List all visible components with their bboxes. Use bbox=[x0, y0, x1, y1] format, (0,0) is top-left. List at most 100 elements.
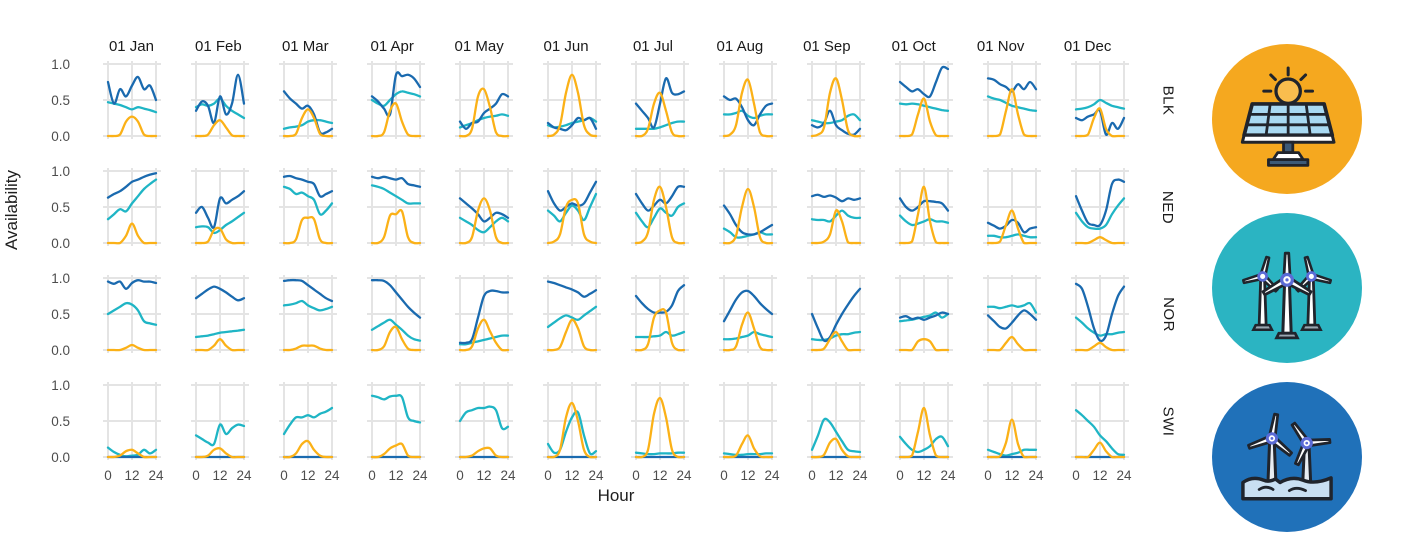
facet-panel bbox=[630, 60, 690, 140]
series-solar bbox=[282, 108, 334, 138]
series-solar bbox=[1074, 107, 1126, 138]
facet-panel bbox=[366, 274, 426, 354]
series-solar bbox=[634, 91, 686, 138]
facet-row-label-text: BLK bbox=[1159, 85, 1177, 115]
facet-column-header: 01 Aug bbox=[716, 38, 764, 55]
series-wind_onshore bbox=[722, 227, 774, 239]
series-solar bbox=[194, 447, 246, 459]
series-wind_onshore bbox=[282, 299, 334, 312]
series-solar bbox=[722, 78, 774, 138]
series-wind_onshore bbox=[722, 330, 774, 341]
x-tick-label: 0 bbox=[808, 468, 816, 483]
series-wind_onshore bbox=[106, 301, 158, 326]
facet-column-header: 01 Jul bbox=[632, 38, 673, 55]
facet-panel bbox=[542, 60, 602, 140]
x-tick-group: 0 12 24 bbox=[454, 466, 515, 484]
series-wind_onshore bbox=[898, 311, 950, 323]
facet-panel bbox=[366, 60, 426, 140]
series-solar bbox=[986, 88, 1038, 138]
series-solar bbox=[458, 197, 510, 245]
series-wind_onshore bbox=[458, 405, 510, 431]
series-wind_offshore bbox=[194, 73, 246, 125]
x-tick-group: 0 12 24 bbox=[1070, 466, 1132, 484]
series-solar bbox=[458, 318, 510, 352]
facet-panel bbox=[542, 381, 602, 461]
facet-panel bbox=[982, 274, 1042, 354]
series-wind_onshore bbox=[546, 192, 598, 223]
series-wind_offshore bbox=[898, 65, 950, 99]
x-tick-label: 12 bbox=[476, 468, 492, 483]
facet-column-header: 01 Dec bbox=[1063, 38, 1112, 55]
facet-column-header: 01 Jan bbox=[108, 38, 154, 55]
series-wind_onshore bbox=[194, 423, 246, 447]
facet-panel bbox=[894, 60, 954, 140]
series-wind_onshore bbox=[898, 102, 950, 112]
y-axis-ticks: 1.0 0.5 0.0 bbox=[34, 58, 74, 143]
facet-panel bbox=[806, 274, 866, 354]
x-tick-label: 24 bbox=[148, 468, 164, 483]
facet-panel bbox=[1070, 60, 1130, 140]
facet-panel bbox=[542, 274, 602, 354]
y-tick-label: 0.5 bbox=[51, 307, 70, 322]
series-wind_offshore bbox=[634, 77, 686, 129]
series-solar bbox=[898, 185, 950, 245]
y-tick-label: 0.5 bbox=[51, 414, 70, 429]
series-solar bbox=[722, 187, 774, 245]
x-tick-group: 0 12 24 bbox=[718, 466, 779, 484]
facet-panel bbox=[894, 274, 954, 354]
x-tick-label: 0 bbox=[984, 468, 992, 483]
x-tick-label: 12 bbox=[388, 468, 404, 483]
series-wind_offshore bbox=[370, 71, 422, 118]
facet-row: 1.0 0.5 0.0 BLK bbox=[34, 58, 1176, 143]
facet-panel bbox=[454, 381, 514, 461]
x-tick-label: 0 bbox=[632, 468, 640, 483]
facet-column-header: 01 May bbox=[454, 38, 504, 55]
series-wind_offshore bbox=[898, 197, 950, 212]
series-wind_offshore bbox=[810, 193, 862, 203]
x-tick-label: 0 bbox=[1072, 468, 1080, 483]
series-wind_onshore bbox=[106, 446, 158, 458]
facet-panel bbox=[366, 381, 426, 461]
x-tick-label: 12 bbox=[124, 468, 140, 483]
facet-panel bbox=[102, 60, 162, 140]
x-tick-label: 24 bbox=[1116, 468, 1132, 483]
x-tick-group: 0 12 24 bbox=[982, 466, 1044, 484]
series-wind_offshore bbox=[106, 75, 158, 105]
x-tick-group: 0 12 24 bbox=[102, 466, 164, 484]
facet-row-label: NED bbox=[1158, 167, 1178, 247]
series-solar bbox=[106, 222, 158, 245]
y-axis-ticks: 1.0 0.5 0.0 bbox=[34, 272, 74, 357]
x-tick-label: 0 bbox=[280, 468, 288, 483]
series-wind_offshore bbox=[1074, 282, 1126, 343]
series-wind_onshore bbox=[898, 435, 950, 454]
x-tick-group: 0 12 24 bbox=[278, 466, 339, 484]
x-tick-label: 12 bbox=[828, 468, 844, 483]
x-tick-label: 12 bbox=[564, 468, 580, 483]
series-solar bbox=[810, 77, 862, 138]
series-solar bbox=[194, 119, 246, 138]
series-wind_onshore bbox=[194, 328, 246, 339]
y-axis-ticks: 1.0 0.5 0.0 bbox=[34, 165, 74, 250]
series-solar bbox=[898, 406, 950, 459]
series-wind_onshore bbox=[1074, 316, 1126, 337]
series-wind_onshore bbox=[546, 305, 598, 329]
x-tick-label: 0 bbox=[456, 468, 464, 483]
series-solar bbox=[370, 208, 422, 245]
facet-panel bbox=[102, 381, 162, 461]
facet-panel bbox=[278, 274, 338, 354]
x-tick-label: 24 bbox=[1028, 468, 1044, 483]
facet-panel bbox=[278, 167, 338, 247]
x-tick-group: 0 12 24 bbox=[894, 466, 955, 484]
x-tick-group: 0 12 24 bbox=[190, 466, 251, 484]
series-wind_offshore bbox=[282, 90, 334, 136]
series-wind_onshore bbox=[370, 394, 422, 424]
series-wind_onshore bbox=[810, 417, 862, 454]
series-wind_onshore bbox=[458, 334, 510, 346]
series-wind_offshore bbox=[458, 92, 510, 130]
series-solar bbox=[1074, 441, 1126, 459]
facet-panel bbox=[278, 381, 338, 461]
series-wind_offshore bbox=[634, 184, 686, 212]
series-solar bbox=[898, 338, 950, 352]
facet-row-label-text: SWI bbox=[1159, 406, 1177, 436]
facet-row-label-text: NED bbox=[1159, 190, 1177, 224]
